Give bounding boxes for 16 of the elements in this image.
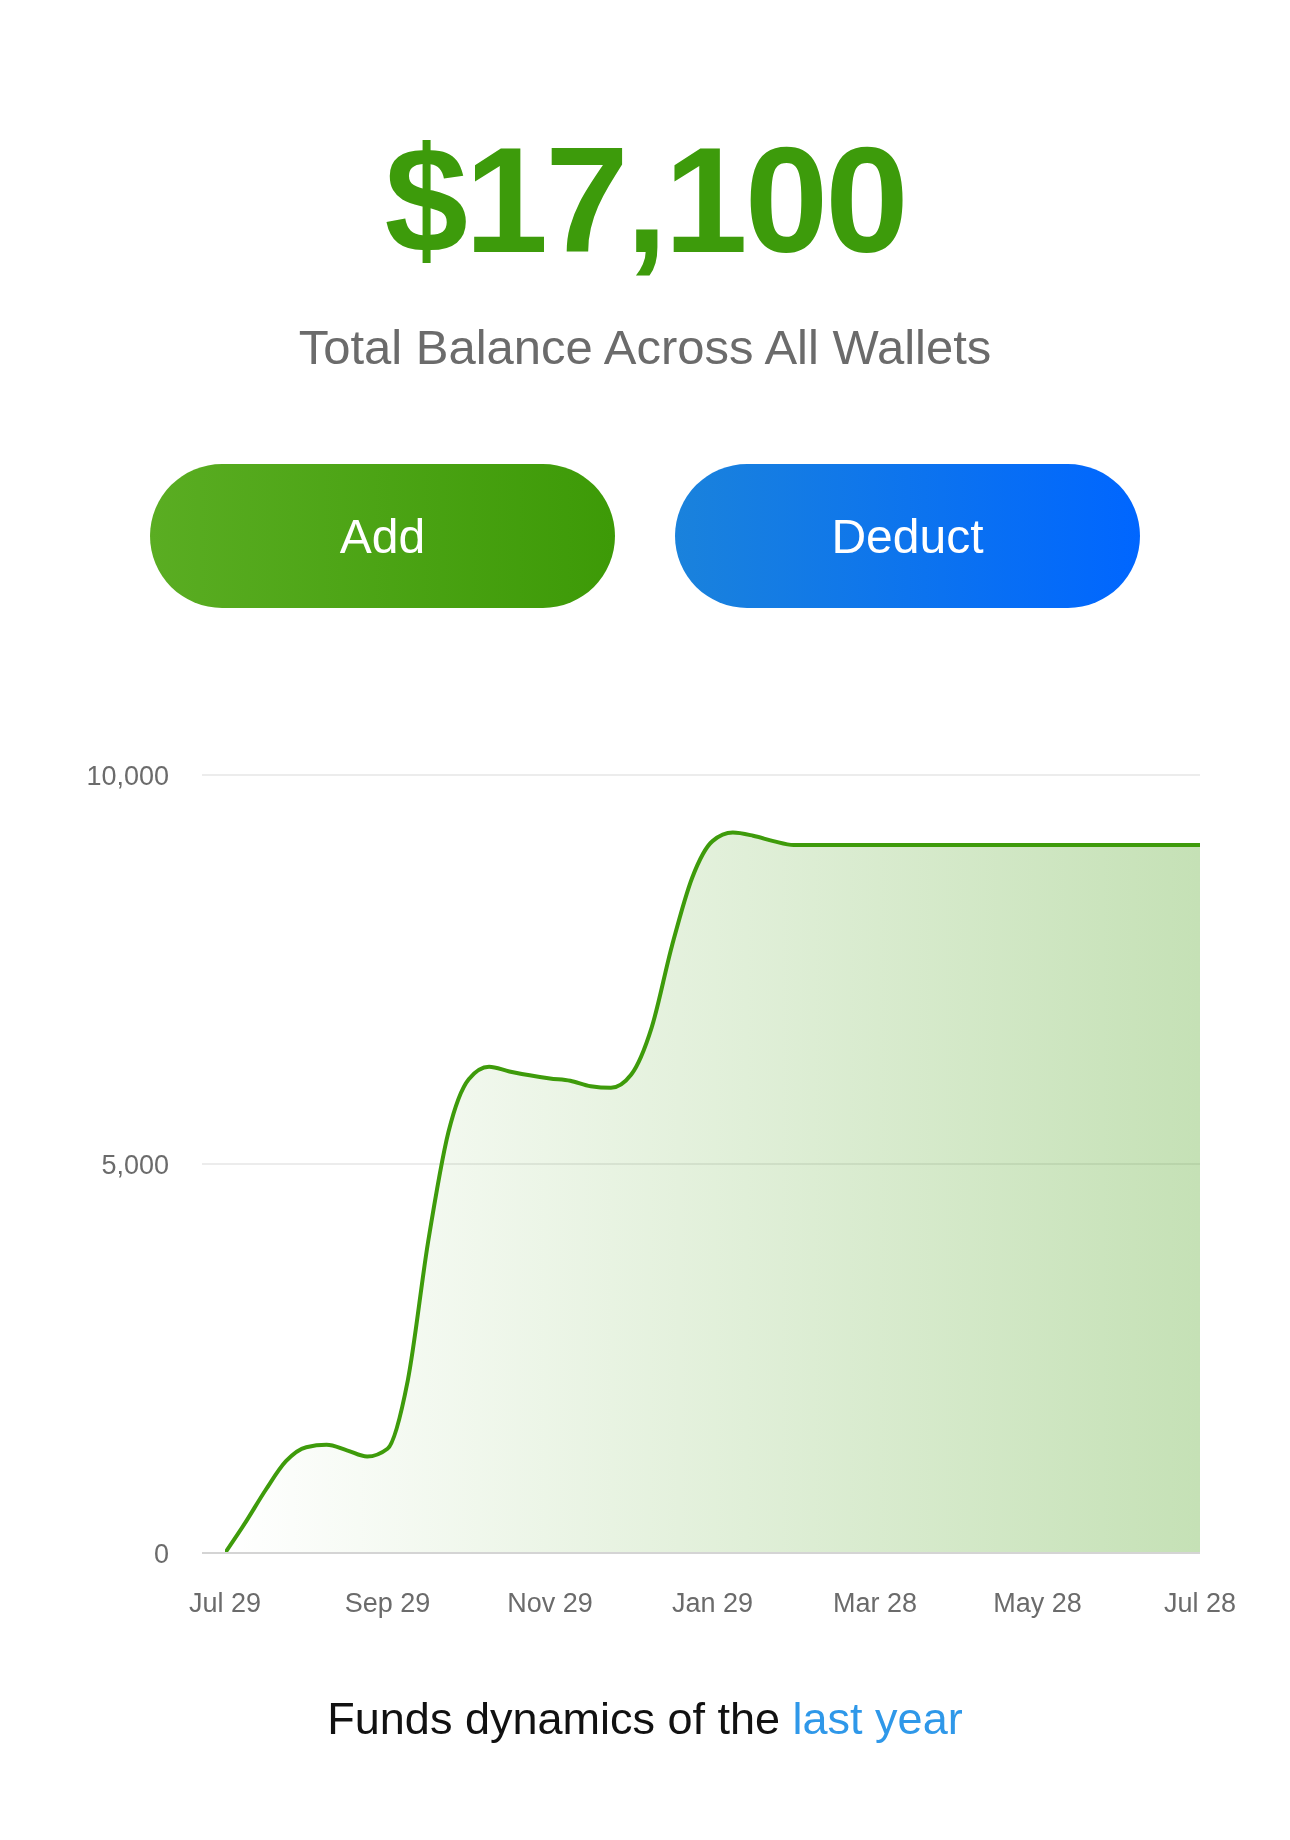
x-tick-label: Nov 29 xyxy=(507,1588,593,1619)
y-tick-label: 0 xyxy=(153,1538,169,1569)
x-tick-label: Mar 28 xyxy=(832,1588,918,1619)
y-tick-label: 10,000 xyxy=(86,760,169,791)
chart-title: $17,100 xyxy=(383,116,907,284)
x-tick-label: Sep 29 xyxy=(344,1588,431,1619)
y-tick-label: 5,000 xyxy=(101,1149,169,1180)
chart-subtitle: Total Balance Across All Wallets xyxy=(297,320,993,374)
text: last year xyxy=(792,1693,963,1744)
text: Funds dynamics of the xyxy=(327,1693,781,1744)
pill-button[interactable]: Deduct xyxy=(675,464,1140,608)
x-tick-label: Jul 28 xyxy=(1163,1588,1237,1619)
pill-button[interactable]: Add xyxy=(150,464,615,608)
x-tick-label: Jul 29 xyxy=(188,1588,262,1619)
x-tick-label: Jan 29 xyxy=(671,1588,754,1619)
x-tick-label: May 28 xyxy=(993,1588,1082,1619)
